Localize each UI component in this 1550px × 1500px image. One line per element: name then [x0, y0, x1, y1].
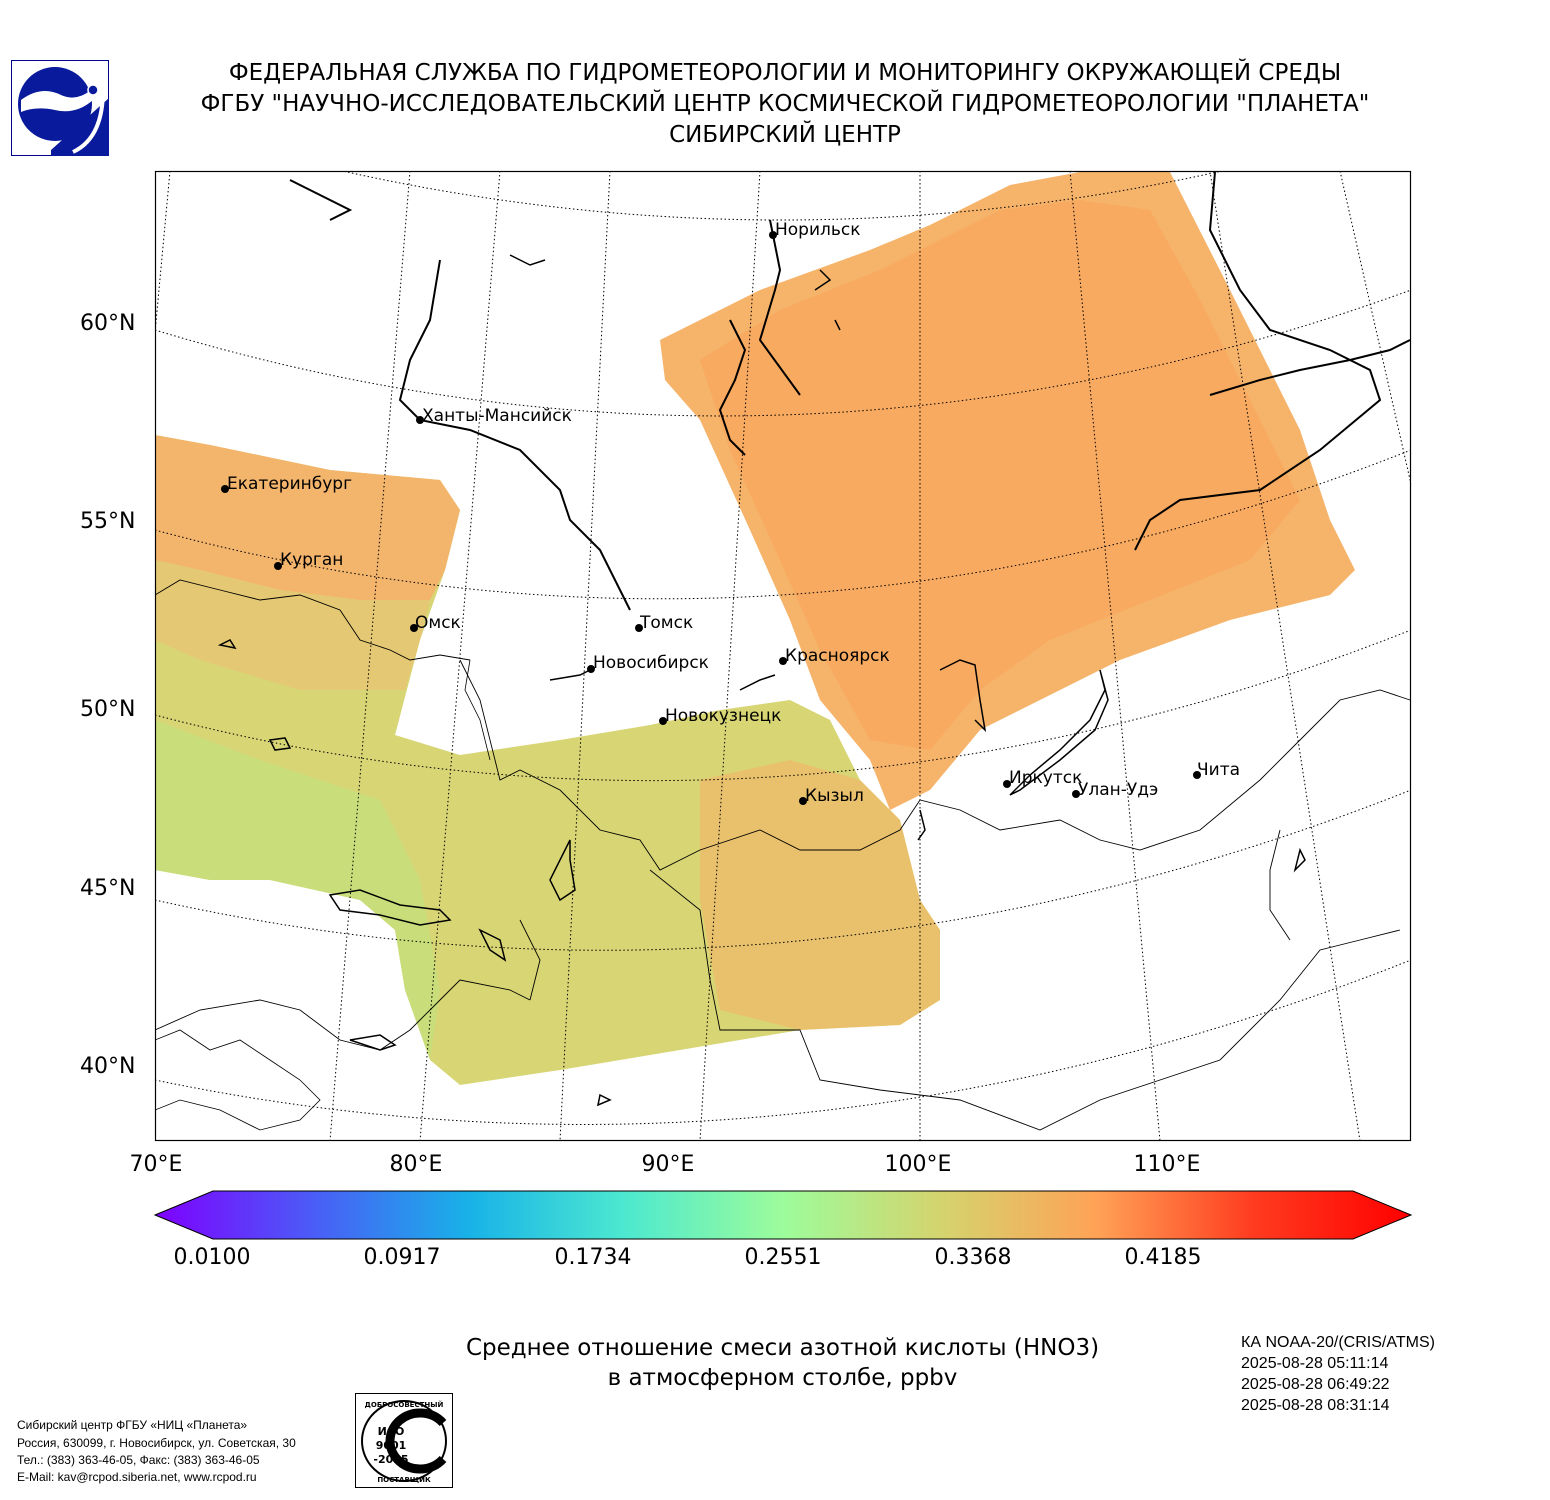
lat-label-55: 55°N	[80, 509, 136, 534]
city-yekaterinburg: Екатеринбург	[227, 474, 352, 494]
svg-text:ДОБРОСОВЕСТНЫЙ: ДОБРОСОВЕСТНЫЙ	[365, 1400, 444, 1409]
lon-label-90: 90°E	[641, 1152, 695, 1177]
planeta-logo	[11, 60, 109, 156]
chart-title-line-1: Среднее отношение смеси азотной кислоты …	[465, 1335, 1100, 1361]
chart-title-line-2: в атмосферном столбе, ppbv	[607, 1365, 958, 1391]
city-novokuznetsk: Новокузнецк	[665, 706, 781, 726]
colorbar-tick-3: 0.2551	[744, 1245, 822, 1270]
colorbar-tick-1: 0.0917	[363, 1245, 441, 1270]
satellite-time-1: 2025-08-28 05:11:14	[1241, 1355, 1389, 1372]
satellite-time-2: 2025-08-28 06:49:22	[1241, 1376, 1390, 1393]
colorbar-tick-0: 0.0100	[173, 1245, 251, 1270]
hno3-map: Норильск Ханты-Мансийск Екатеринбург Кур…	[154, 170, 1412, 1142]
colorbar-tick-2: 0.1734	[554, 1245, 632, 1270]
city-norilsk: Норильск	[775, 220, 861, 240]
city-tomsk: Томск	[639, 613, 693, 633]
city-irkutsk: Иркутск	[1009, 768, 1082, 788]
city-novosibirsk: Новосибирск	[593, 653, 709, 673]
iso-badge: ДОБРОСОВЕСТНЫЙ ИСО 9001 -2015 ПОСТАВЩИК	[355, 1393, 453, 1488]
lat-label-60: 60°N	[80, 311, 136, 336]
city-kurgan: Курган	[280, 550, 343, 570]
lat-label-45: 45°N	[80, 876, 136, 901]
lat-label-50: 50°N	[80, 697, 136, 722]
swath-west-green	[155, 720, 440, 1060]
lat-label-40: 40°N	[80, 1054, 136, 1079]
svg-text:ИСО: ИСО	[378, 1425, 405, 1438]
svg-text:-2015: -2015	[373, 1453, 408, 1466]
footer-phone: Тел.: (383) 363-46-05, Факс: (383) 363-4…	[17, 1453, 260, 1467]
swath-west-mid	[155, 560, 430, 690]
lon-label-110: 110°E	[1133, 1152, 1201, 1177]
lon-label-80: 80°E	[389, 1152, 443, 1177]
footer-address: Россия, 630099, г. Новосибирск, ул. Сове…	[17, 1436, 296, 1450]
city-kyzyl: Кызыл	[805, 786, 864, 806]
header-line-1: ФЕДЕРАЛЬНАЯ СЛУЖБА ПО ГИДРОМЕТЕОРОЛОГИИ …	[228, 60, 1342, 86]
city-krasnoyarsk: Красноярск	[785, 646, 890, 666]
swath-east-core	[700, 200, 1300, 750]
colorbar-tick-5: 0.4185	[1124, 1245, 1202, 1270]
swath-west-upper	[155, 435, 460, 600]
satellite-time-3: 2025-08-28 08:31:14	[1241, 1397, 1390, 1414]
satellite-name: КА NOAA-20/(CRIS/ATMS)	[1241, 1334, 1435, 1351]
colorbar	[153, 1190, 1413, 1240]
header-line-2: ФГБУ "НАУЧНО-ИССЛЕДОВАТЕЛЬСКИЙ ЦЕНТР КОС…	[200, 91, 1370, 117]
svg-text:ПОСТАВЩИК: ПОСТАВЩИК	[377, 1476, 431, 1484]
header-line-3: СИБИРСКИЙ ЦЕНТР	[669, 122, 901, 148]
city-omsk: Омск	[415, 613, 461, 633]
colorbar-tick-4: 0.3368	[934, 1245, 1012, 1270]
city-khanty-mansiysk: Ханты-Мансийск	[422, 406, 572, 426]
footer-email: E-Mail: kav@rcpod.siberia.net, www.rcpod…	[17, 1470, 257, 1484]
svg-text:9001: 9001	[376, 1439, 407, 1452]
swath-south-orange	[700, 760, 940, 1030]
lon-label-100: 100°E	[884, 1152, 952, 1177]
lon-label-70: 70°E	[129, 1152, 183, 1177]
city-ulan-ude: Улан-Удэ	[1078, 780, 1158, 800]
footer-org: Сибирский центр ФГБУ «НИЦ «Планета»	[17, 1418, 248, 1432]
city-chita: Чита	[1197, 760, 1240, 780]
